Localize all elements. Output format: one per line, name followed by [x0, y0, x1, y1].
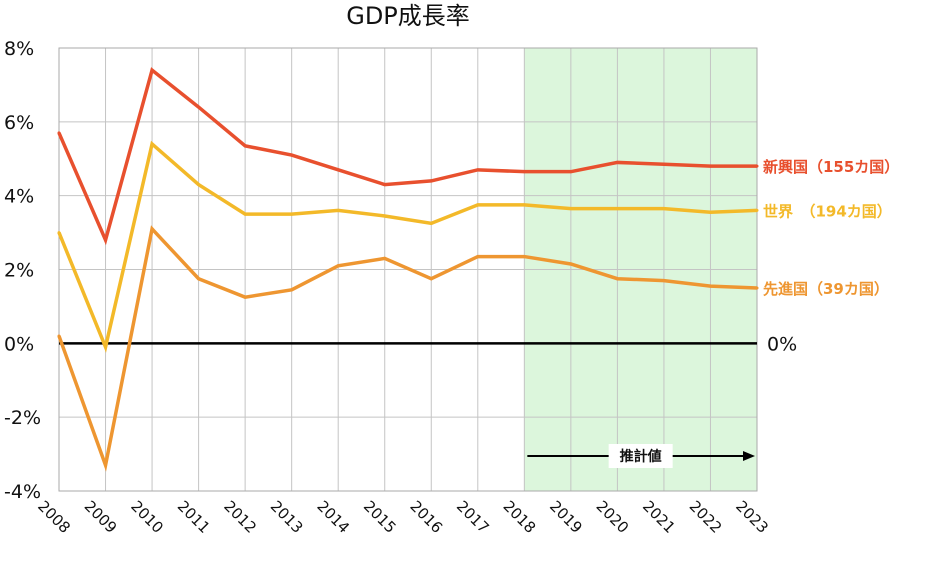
data-point — [243, 144, 247, 148]
y-tick-label: 8% — [4, 38, 34, 60]
forecast-label-bg — [608, 444, 673, 468]
data-point — [336, 208, 340, 212]
data-point — [615, 277, 619, 281]
x-tick-label: 2021 — [639, 497, 679, 537]
data-point — [662, 207, 666, 211]
data-point — [755, 208, 759, 212]
series-label-1: 新興国（155カ国） — [763, 158, 899, 176]
y-tick-label: -2% — [4, 407, 41, 429]
data-point — [708, 210, 712, 214]
series-line-2 — [57, 140, 758, 353]
data-point — [476, 255, 480, 259]
data-point — [104, 238, 108, 242]
data-point — [755, 164, 759, 168]
series-line-1 — [57, 67, 757, 246]
data-point — [197, 183, 201, 187]
data-point — [662, 162, 666, 166]
data-point — [522, 170, 526, 174]
x-tick-label: 2014 — [313, 497, 353, 537]
data-point — [522, 255, 526, 259]
y-tick-label: 4% — [4, 186, 34, 208]
plot-border — [58, 47, 758, 492]
data-point — [569, 170, 573, 174]
data-point — [336, 264, 340, 268]
x-tick-label: 2011 — [174, 497, 214, 537]
y-tick-label: 2% — [4, 260, 34, 282]
data-point — [429, 179, 433, 183]
data-point — [104, 345, 108, 349]
data-point — [290, 153, 294, 157]
x-tick-label: 2016 — [406, 497, 446, 537]
data-point — [243, 295, 247, 299]
x-tick-label: 2017 — [453, 497, 493, 537]
data-point — [243, 212, 247, 216]
data-point — [383, 214, 387, 218]
x-tick-label: 2008 — [34, 497, 74, 537]
data-point — [197, 277, 201, 281]
data-point — [429, 277, 433, 281]
x-tick-label: 2013 — [267, 497, 307, 537]
data-point — [150, 68, 154, 72]
data-point — [569, 207, 573, 211]
data-point — [615, 207, 619, 211]
data-point — [150, 142, 154, 146]
data-point — [336, 168, 340, 172]
forecast-label: 推計値 — [620, 448, 662, 465]
data-point — [522, 203, 526, 207]
data-point — [290, 288, 294, 292]
x-tick-label: 2012 — [220, 497, 260, 537]
data-point — [383, 183, 387, 187]
x-tick-label: 2022 — [686, 497, 726, 537]
data-point — [429, 221, 433, 225]
series-label-3: 先進国（39カ国） — [763, 280, 889, 298]
data-point — [476, 168, 480, 172]
data-point — [569, 262, 573, 266]
data-point — [57, 334, 61, 338]
x-tick-label: 2009 — [81, 497, 121, 537]
chart-title: GDP成長率 — [346, 2, 470, 30]
x-tick-label: 2023 — [732, 497, 772, 537]
data-point — [290, 212, 294, 216]
y-tick-label: 0% — [4, 333, 34, 355]
y-tick-label: 6% — [4, 112, 34, 134]
data-point — [150, 227, 154, 231]
forecast-arrow-head — [743, 451, 755, 461]
x-tick-label: 2019 — [546, 497, 586, 537]
data-point — [615, 160, 619, 164]
series-label-2: 世界 （194カ国） — [763, 202, 892, 220]
data-point — [476, 203, 480, 207]
x-tick-label: 2018 — [500, 497, 540, 537]
series-line-3 — [57, 225, 758, 472]
x-tick-label: 2015 — [360, 497, 400, 537]
x-tick-label: 2020 — [593, 497, 633, 537]
data-point — [57, 131, 61, 135]
data-point — [755, 286, 759, 290]
y-tick-label: -4% — [4, 481, 41, 503]
data-point — [662, 279, 666, 283]
zero-line-label: 0% — [767, 333, 797, 355]
data-point — [383, 256, 387, 260]
data-point — [708, 164, 712, 168]
x-tick-label: 2010 — [127, 497, 167, 537]
data-point — [197, 105, 201, 109]
data-point — [708, 284, 712, 288]
data-point — [104, 463, 108, 467]
data-point — [57, 231, 61, 235]
